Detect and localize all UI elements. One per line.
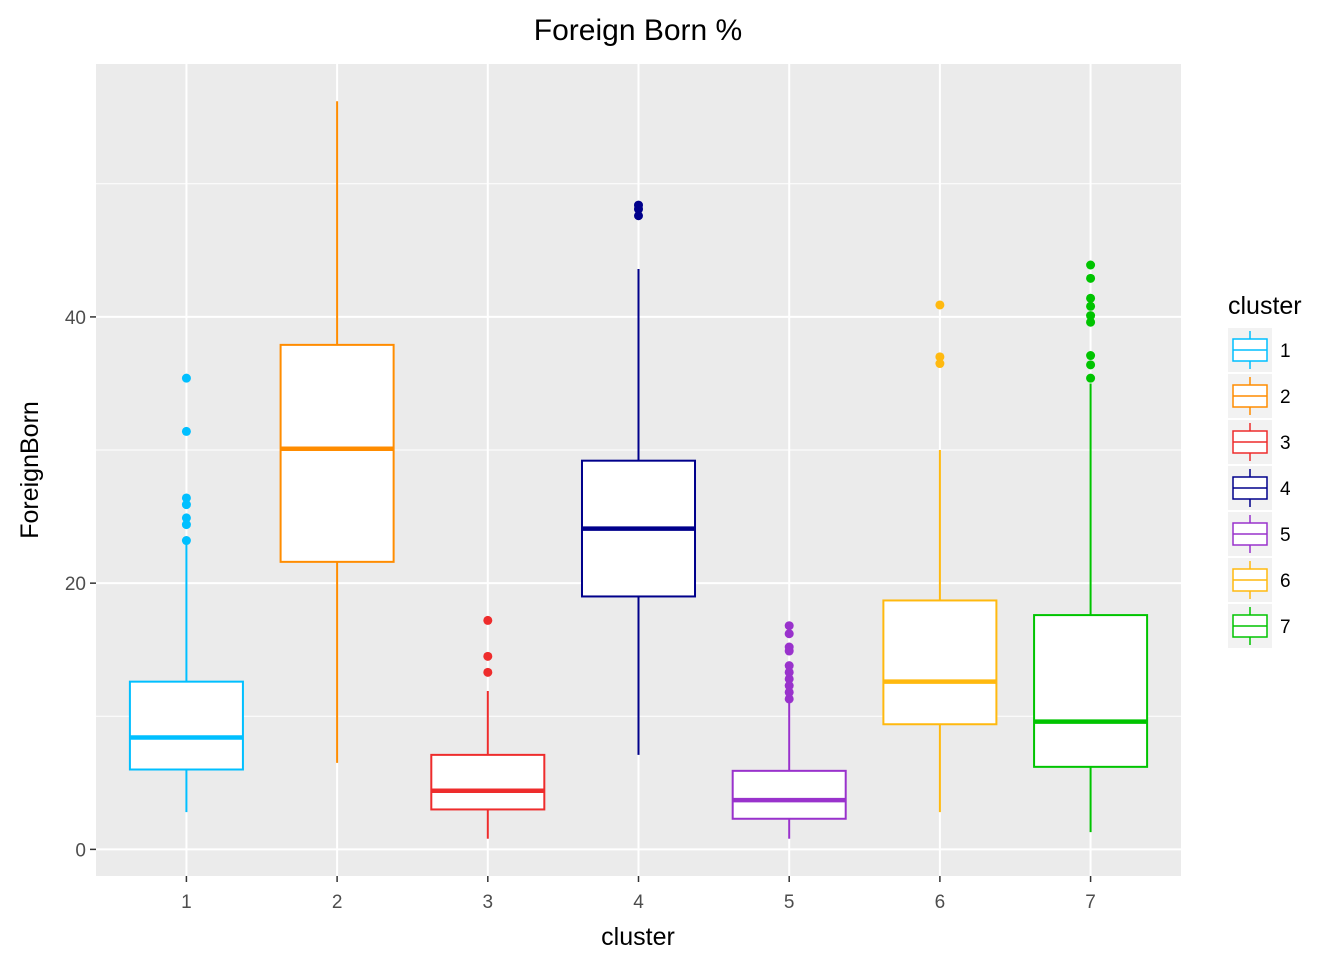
iqr-box <box>731 769 847 820</box>
box-cluster-3 <box>430 615 546 839</box>
outlier-point <box>1086 311 1096 321</box>
outlier-point <box>1086 301 1096 311</box>
chart-title: Foreign Born % <box>534 14 742 47</box>
outlier-point <box>181 493 191 503</box>
box-cluster-4 <box>580 200 697 755</box>
legend: cluster 1 2 3 4 5 6 7 <box>1228 292 1302 648</box>
y-axis-title: ForeignBorn <box>16 401 44 539</box>
x-tick-label: 1 <box>181 892 192 913</box>
x-tick-label: 6 <box>935 892 946 913</box>
legend-item-7: 7 <box>1228 604 1291 648</box>
x-axis: 1 2 3 4 5 6 7 <box>181 876 1096 913</box>
outlier-point <box>181 373 191 383</box>
outlier-point <box>483 667 493 677</box>
x-tick-label: 5 <box>784 892 795 913</box>
box-layer <box>128 101 1149 839</box>
legend-item-6: 6 <box>1228 558 1291 602</box>
legend-item-5: 5 <box>1228 512 1291 556</box>
outlier-point <box>784 642 794 652</box>
outlier-point <box>935 352 945 362</box>
legend-item-2: 2 <box>1228 374 1291 418</box>
outlier-point <box>784 681 794 691</box>
y-axis: 0 20 40 <box>65 308 96 861</box>
legend-title: cluster <box>1228 292 1302 320</box>
outlier-point <box>784 667 794 677</box>
y-tick-label: 40 <box>65 308 86 329</box>
legend-label: 7 <box>1280 617 1291 638</box>
outlier-point <box>181 500 191 510</box>
outlier-point <box>1086 373 1096 383</box>
legend-label: 5 <box>1280 525 1291 546</box>
box-cluster-7 <box>1033 260 1149 833</box>
legend-item-4: 4 <box>1228 466 1291 510</box>
iqr-box <box>128 680 244 771</box>
outlier-point <box>1086 260 1096 270</box>
y-tick-label: 20 <box>65 574 86 595</box>
box-cluster-2 <box>279 101 395 763</box>
iqr-box <box>1033 614 1149 768</box>
outlier-point <box>784 674 794 684</box>
iqr-box <box>430 753 546 811</box>
x-tick-label: 2 <box>332 892 343 913</box>
outlier-point <box>935 300 945 310</box>
box-cluster-1 <box>128 373 244 813</box>
legend-label: 6 <box>1280 571 1291 592</box>
x-axis-title: cluster <box>601 923 675 951</box>
outlier-point <box>1086 317 1096 327</box>
x-tick-label: 7 <box>1085 892 1096 913</box>
box-cluster-6 <box>882 300 998 813</box>
outlier-point <box>935 359 945 369</box>
outlier-point <box>634 211 643 221</box>
outlier-point <box>181 520 191 530</box>
box-cluster-5 <box>731 621 847 839</box>
x-tick-label: 3 <box>483 892 494 913</box>
outlier-point <box>784 629 794 639</box>
outlier-point <box>181 536 191 546</box>
outlier-point <box>483 615 493 625</box>
outlier-point <box>1086 360 1096 370</box>
outlier-point <box>784 661 794 671</box>
outlier-point <box>784 621 794 631</box>
outlier-point <box>181 426 191 436</box>
outlier-point <box>784 694 794 704</box>
iqr-box <box>279 343 395 563</box>
y-tick-label: 0 <box>75 840 86 861</box>
outlier-point <box>483 651 493 661</box>
outlier-point <box>634 200 643 210</box>
iqr-box <box>882 599 998 726</box>
outlier-point <box>784 687 794 697</box>
outlier-point <box>1086 293 1096 303</box>
legend-label: 3 <box>1280 433 1291 454</box>
legend-label: 4 <box>1280 479 1291 500</box>
legend-item-1: 1 <box>1228 328 1291 372</box>
legend-label: 1 <box>1280 341 1291 362</box>
outlier-point <box>181 513 191 523</box>
outlier-point <box>1086 351 1096 361</box>
legend-label: 2 <box>1280 387 1291 408</box>
legend-item-3: 3 <box>1228 420 1291 464</box>
outlier-point <box>1086 273 1096 283</box>
x-tick-label: 4 <box>633 892 644 913</box>
